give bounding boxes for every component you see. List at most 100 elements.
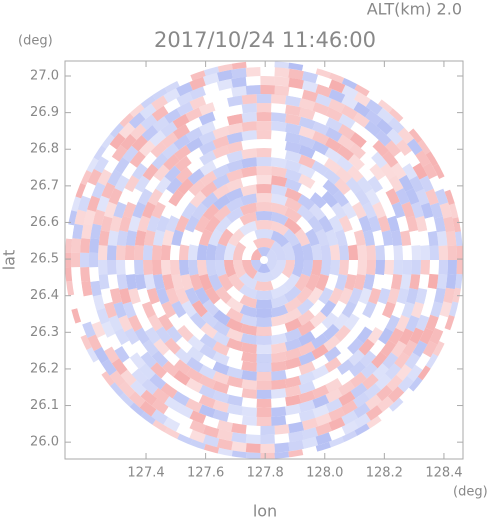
echo-cell — [429, 175, 444, 193]
echo-cell — [328, 79, 346, 94]
echo-cell — [309, 192, 327, 209]
echo-cell — [185, 107, 203, 122]
echo-cell — [143, 274, 156, 291]
echo-cell — [90, 143, 107, 161]
echo-cell — [271, 112, 287, 123]
echo-cell — [255, 317, 273, 327]
echo-cell — [347, 244, 358, 260]
echo-cell — [174, 348, 192, 365]
echo-cell — [212, 107, 230, 121]
echo-cell — [404, 352, 421, 370]
echo-cell — [199, 333, 217, 350]
echo-cell — [415, 188, 430, 206]
echo-cell — [406, 138, 423, 156]
echo-cell — [151, 398, 169, 415]
echo-cell — [107, 382, 124, 399]
echo-cell — [284, 217, 302, 235]
echo-cell — [315, 273, 330, 292]
echo-cell — [245, 434, 261, 444]
echo-cell — [321, 312, 339, 330]
echo-cell — [143, 229, 156, 246]
echo-cell — [408, 376, 425, 394]
echo-cell — [365, 188, 381, 206]
echo-cell — [72, 223, 84, 240]
echo-cell — [334, 325, 351, 342]
echo-cell — [149, 373, 167, 390]
echo-cell — [284, 168, 302, 183]
echo-cell — [338, 244, 349, 260]
echo-cell — [241, 370, 257, 381]
echo-cell — [388, 106, 406, 123]
echo-cell — [365, 314, 381, 332]
echo-cell — [298, 341, 316, 356]
echo-cell — [297, 320, 316, 337]
echo-cell — [142, 339, 159, 357]
echo-cell — [90, 280, 102, 297]
echo-cell — [344, 273, 357, 291]
echo-cell — [212, 351, 230, 366]
echo-cell — [226, 394, 243, 407]
echo-cell — [216, 438, 233, 451]
echo-cell — [412, 340, 428, 358]
echo-cell — [231, 85, 247, 97]
echo-cell — [353, 402, 371, 419]
echo-cell — [71, 252, 81, 268]
echo-cell — [117, 110, 134, 128]
echo-cell — [274, 61, 290, 69]
echo-cell — [406, 215, 419, 232]
echo-cell — [363, 274, 375, 291]
echo-cell — [336, 348, 354, 365]
echo-cell — [256, 94, 272, 104]
echo-cell — [153, 338, 170, 356]
echo-cell — [256, 353, 272, 363]
echo-cell — [226, 337, 244, 352]
echo-cell — [226, 104, 243, 117]
echo-cell — [270, 211, 289, 226]
y-tick-label: 26.4 — [30, 288, 59, 303]
echo-cell — [164, 108, 181, 124]
echo-cell — [415, 314, 430, 332]
echo-cell — [151, 105, 169, 122]
echo-cell — [111, 144, 128, 162]
echo-cell — [241, 406, 257, 417]
echo-cell — [82, 181, 96, 199]
echo-cell — [350, 382, 368, 399]
echo-cell — [202, 425, 220, 438]
echo-cell — [284, 357, 302, 370]
echo-cell — [381, 301, 396, 319]
echo-cell — [325, 117, 343, 132]
echo-cell — [323, 335, 341, 352]
echo-cell — [150, 419, 168, 435]
echo-cell — [90, 359, 107, 377]
echo-cell — [312, 384, 330, 399]
echo-cell — [74, 209, 87, 226]
echo-cell — [199, 364, 217, 380]
echo-cell — [270, 230, 290, 248]
echo-cell — [270, 202, 289, 216]
echo-cell — [377, 396, 394, 413]
echo-cell — [368, 287, 382, 305]
echo-cell — [255, 290, 273, 300]
echo-cell — [325, 398, 343, 413]
echo-cell — [297, 183, 316, 200]
echo-cell — [361, 130, 379, 147]
echo-cell — [151, 95, 169, 111]
echo-cell — [288, 68, 304, 80]
echo-cell — [356, 326, 373, 344]
echo-cell — [329, 260, 340, 276]
echo-cell — [175, 336, 193, 354]
echo-cell — [118, 381, 136, 398]
echo-cell — [171, 273, 184, 291]
echo-cell — [240, 175, 257, 187]
echo-cell — [137, 215, 151, 233]
echo-cell — [107, 260, 117, 275]
echo-cell — [120, 133, 137, 151]
echo-cell — [174, 359, 192, 376]
echo-cell — [284, 207, 302, 223]
echo-cell — [256, 184, 272, 194]
echo-cell — [98, 260, 108, 275]
echo-cell — [241, 351, 257, 363]
echo-cell — [298, 409, 316, 422]
echo-cell — [198, 394, 216, 409]
